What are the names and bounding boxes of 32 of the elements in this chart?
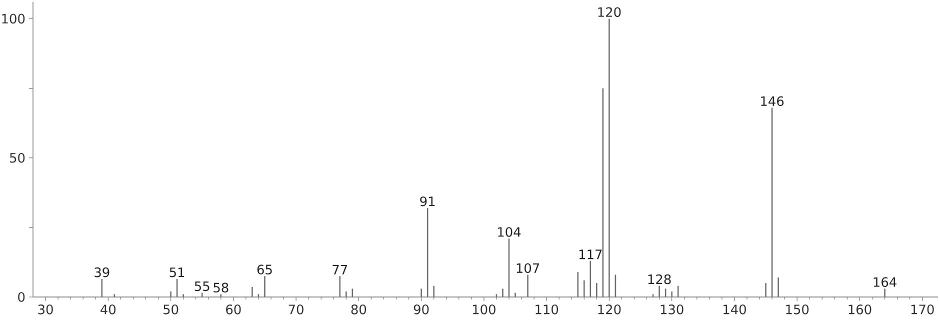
annotation: 77 <box>332 264 348 274</box>
y-tick-label: 0 <box>18 292 25 302</box>
x-tick-label: 140 <box>724 304 746 314</box>
x-tick-label: 40 <box>100 304 116 314</box>
annotation: 58 <box>214 282 228 293</box>
x-tick-label: 100 <box>473 304 496 314</box>
annotation: 65 <box>257 264 272 274</box>
y-tick-label: 50 <box>10 152 25 163</box>
annotation: 104 <box>498 227 521 237</box>
x-tick-label: 30 <box>38 304 53 314</box>
annotation: 128 <box>648 274 671 284</box>
annotation: 117 <box>579 250 602 260</box>
x-tick-label: 160 <box>848 304 872 314</box>
x-tick-label: 70 <box>288 304 304 314</box>
x-tick-label: 120 <box>598 304 621 314</box>
x-tick-label: 60 <box>226 304 241 314</box>
annotation: 39 <box>94 267 110 278</box>
annotation: 55 <box>194 282 210 292</box>
annotation: 146 <box>761 96 784 106</box>
annotation: 91 <box>420 196 435 206</box>
x-tick-label: 170 <box>911 304 934 314</box>
x-tick-label: 110 <box>536 304 558 314</box>
x-tick-label: 80 <box>351 304 366 314</box>
x-tick-label: 130 <box>660 304 684 314</box>
annotation: 164 <box>874 277 896 287</box>
annotation: 107 <box>516 263 540 274</box>
x-tick-label: 50 <box>164 304 178 314</box>
y-tick-label: 100 <box>2 14 25 24</box>
x-tick-label: 90 <box>414 304 429 314</box>
x-tick-label: 150 <box>786 304 809 314</box>
annotation: 51 <box>170 268 184 278</box>
annotation: 120 <box>598 7 621 17</box>
